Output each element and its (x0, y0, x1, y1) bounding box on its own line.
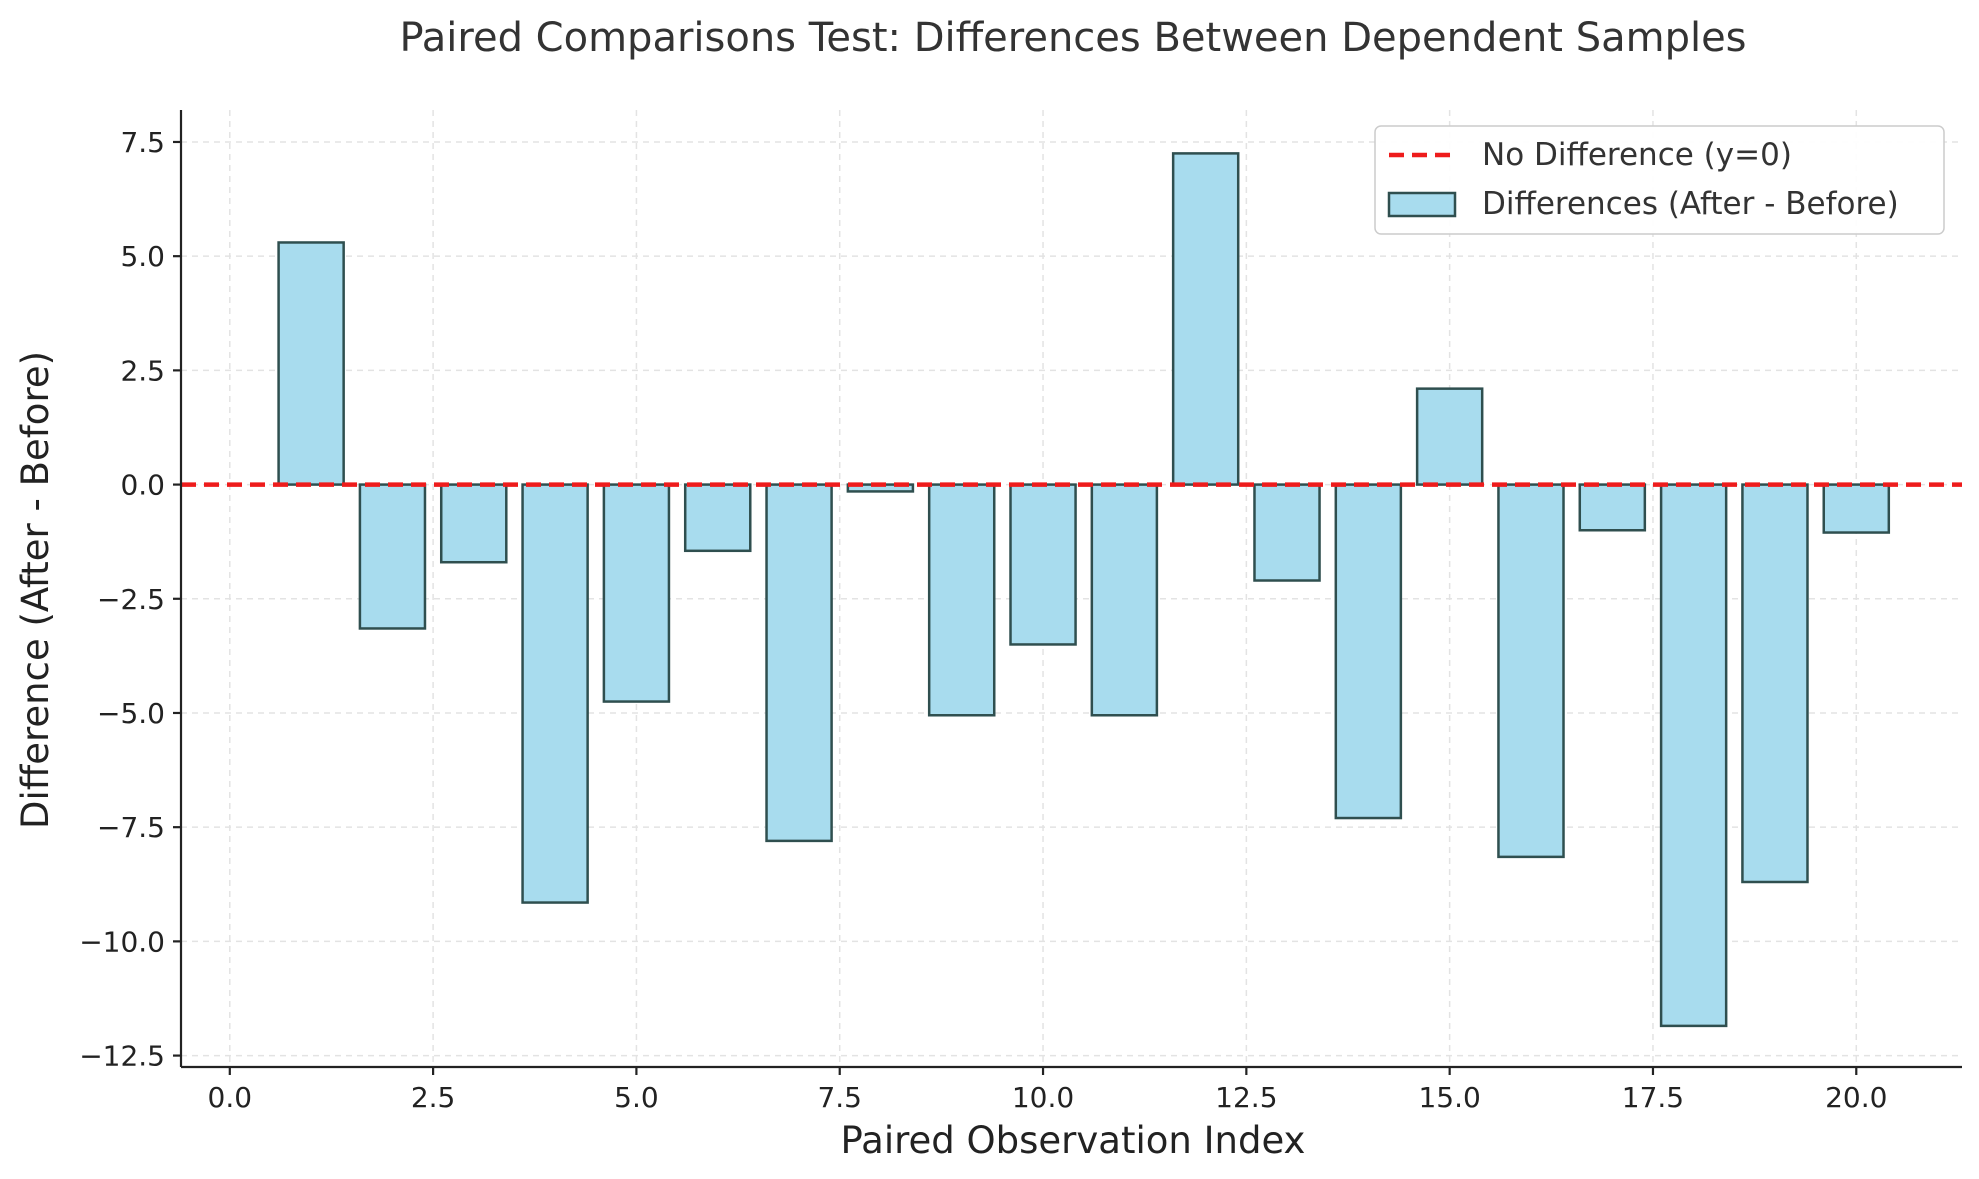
bar (1822, 483, 1891, 534)
legend-label-reference: No Difference (y=0) (1482, 137, 1792, 173)
y-tick-label: −7.5 (97, 811, 165, 844)
legend-box (1374, 125, 1945, 235)
x-tick-label: 17.5 (1622, 1081, 1684, 1114)
bar (1009, 483, 1077, 646)
bar (1171, 152, 1240, 486)
bar (602, 483, 671, 703)
y-tick-label: 0.0 (120, 469, 165, 502)
bar (358, 483, 427, 630)
bars-layer (277, 152, 1891, 1028)
x-tick-label: 15.0 (1418, 1081, 1480, 1114)
bar (1415, 387, 1484, 486)
legend-label-differences: Differences (After - Before) (1482, 186, 1899, 222)
y-tick-label: −12.5 (79, 1040, 165, 1073)
chart-title: Paired Comparisons Test: Differences Bet… (399, 15, 1746, 61)
bar (439, 483, 508, 564)
bar (1090, 483, 1159, 717)
bar (683, 483, 752, 553)
ticks-layer: 0.0 2.5 5.0 7.5 10.0 12.5 15.0 17.5 20.0 7.5 5.0 2.… (79, 126, 1887, 1114)
bar (1497, 483, 1565, 859)
x-tick-label: 2.5 (411, 1081, 456, 1114)
y-axis-label: Difference (After - Before) (14, 351, 57, 829)
legend: No Difference (y=0) Differences (After -… (1374, 125, 1945, 235)
bar (1659, 483, 1728, 1028)
bar (521, 483, 589, 904)
legend-bar-swatch (1387, 191, 1457, 218)
bar (1741, 483, 1809, 884)
y-tick-label: 2.5 (120, 354, 165, 387)
x-tick-label: 12.5 (1215, 1081, 1277, 1114)
y-tick-label: 7.5 (120, 126, 165, 159)
y-tick-label: −5.0 (97, 697, 165, 730)
bar (1578, 483, 1647, 532)
bar (1334, 483, 1403, 820)
x-tick-label: 20.0 (1825, 1081, 1887, 1114)
bar (277, 241, 345, 486)
y-tick-label: −2.5 (97, 583, 165, 616)
bar (765, 483, 833, 843)
axes-layer (179, 110, 1962, 1069)
bar (927, 483, 996, 717)
bar (1253, 483, 1321, 582)
x-tick-label: 5.0 (614, 1081, 659, 1114)
y-tick-label: −10.0 (79, 925, 165, 958)
y-tick-label: 5.0 (120, 240, 165, 273)
x-tick-label: 7.5 (817, 1081, 862, 1114)
x-tick-label: 10.0 (1012, 1081, 1074, 1114)
x-tick-label: 0.0 (208, 1081, 253, 1114)
x-axis-label: Paired Observation Index (841, 1119, 1306, 1162)
